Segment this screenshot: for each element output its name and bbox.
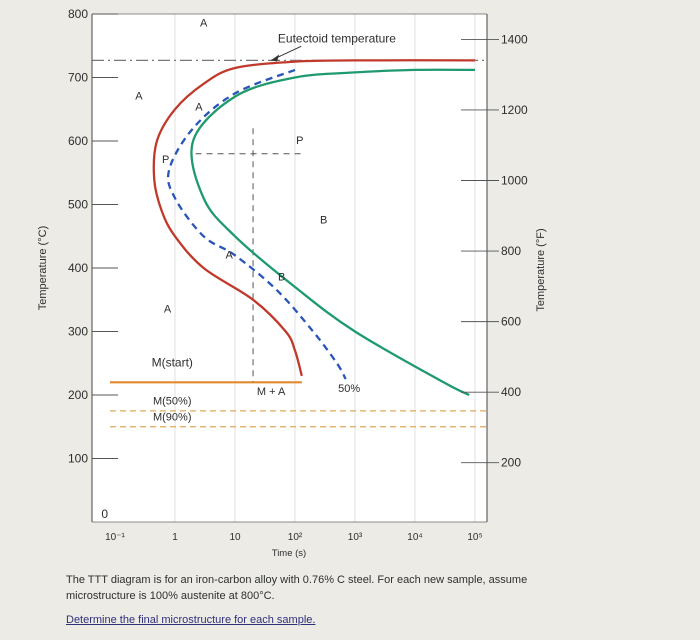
y-tick-label-left: 400 [68,261,88,275]
y-axis-label-left: Temperature (°C) [37,226,49,310]
plot-area [92,14,487,522]
x-tick-label: 1 [172,532,178,543]
y-axis-label-right: Temperature (°F) [535,228,547,311]
y-tick-label-left: 800 [68,7,88,21]
y-tick-label-left: 500 [68,198,88,212]
x-tick-label: 10⁻¹ [105,532,125,543]
region-label: B [320,215,327,227]
x-tick-label: 10⁵ [467,532,482,543]
y-tick-label-right: 800 [501,244,521,258]
series-line-start [152,59,476,377]
y-tick-label-left: 100 [68,452,88,466]
eutectoid-arrowhead [271,54,280,62]
region-label: 50% [338,383,360,395]
x-axis-label: Time (s) [272,548,306,559]
series-line-end [190,68,476,397]
y-tick-label-right: 1200 [501,103,528,117]
y-tick-label-right: 200 [501,456,521,470]
region-label: A [200,18,208,30]
curve-annotation: P [162,154,169,166]
caption-question: Determine the final microstructure for e… [66,614,316,626]
y-tick-label-left: 200 [68,388,88,402]
x-tick-label: 10³ [348,532,363,543]
region-label: P [296,135,303,147]
y-tick-label-left: 700 [68,71,88,85]
curve-annotation: A [195,102,203,114]
ttt-diagram: A A P B A M(start) M + A 50% M(50%) M(90%) Eutecto… [37,7,547,559]
y-tick-label-right: 400 [501,385,521,399]
y-tick-label-right: 600 [501,315,521,329]
curve-annotation: B [278,272,285,284]
region-label: M + A [257,386,286,398]
caption-line-2: microstructure is 100% austenite at 800°… [66,590,275,602]
y-tick-label-left: 300 [68,325,88,339]
region-label: M(90%) [153,411,192,423]
region-label: M(50%) [153,396,192,408]
y-tick-label-left: 600 [68,134,88,148]
x-tick-label: 10⁴ [407,532,422,543]
x-tick-label: 10² [288,532,303,543]
y-tick-label-right: 1000 [501,174,528,188]
caption-line-1: The TTT diagram is for an iron-carbon al… [66,574,528,586]
curve-annotation: A [226,249,234,261]
x-tick-label: 10 [229,532,241,543]
y-tick-label-right: 1400 [501,32,528,46]
y-tick-label-left: 0 [101,507,108,521]
region-label: A [135,91,143,103]
region-label: A [164,303,172,315]
region-label: Eutectoid temperature [278,32,396,46]
region-label: M(start) [152,355,193,369]
series-line-50- [166,68,347,380]
